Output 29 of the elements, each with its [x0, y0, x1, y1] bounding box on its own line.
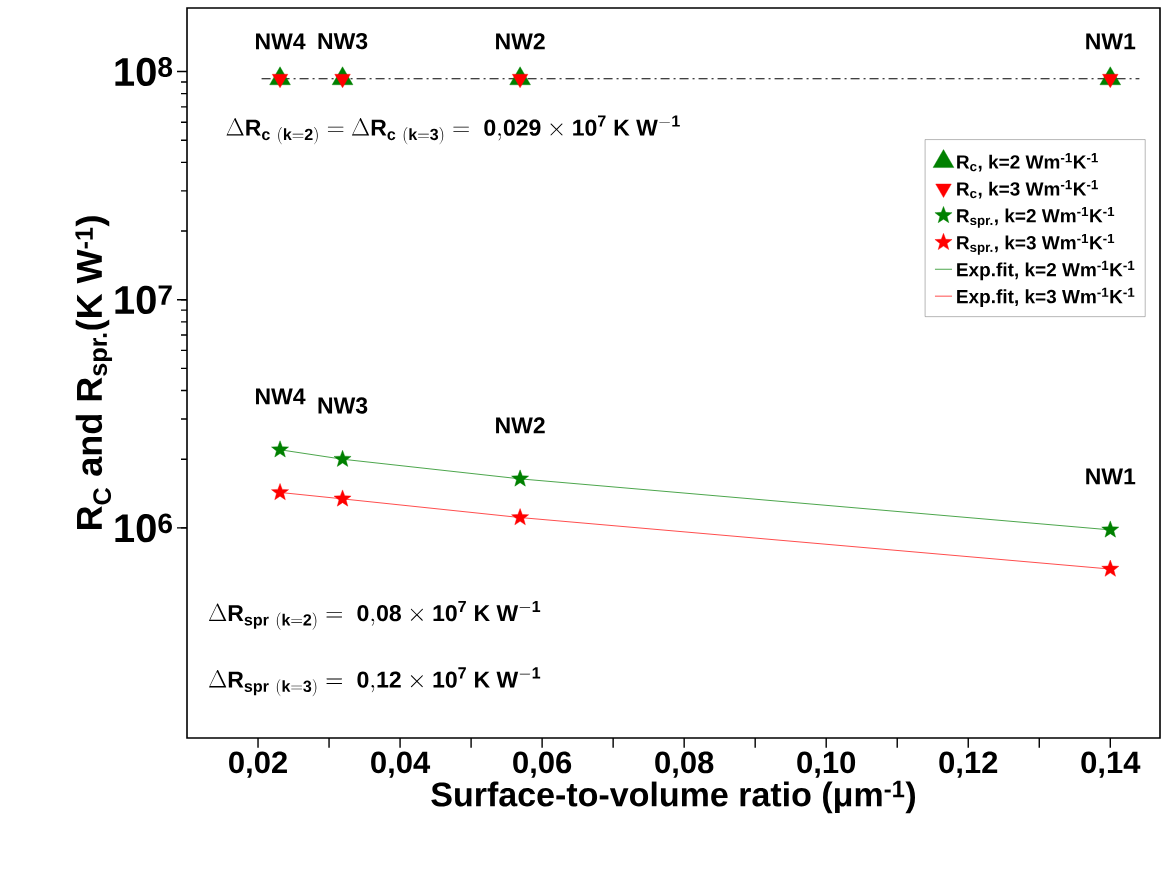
annotation: NW1: [1086, 33, 1136, 50]
annotation: NW1: [1086, 468, 1136, 485]
x-tick-label: 0,04: [371, 751, 431, 778]
annotation: $\Delta \mathbf{R_{spr\ (k=2)}=\ 0{,}08}\times\mathbf{10^{7}\ K\ W^{-1}}$: [208, 600, 541, 630]
legend-label: R$_{c}$, k=2 Wm$^{-1}$K$^{-1}$: [957, 153, 1098, 172]
x-tick-label: 0,14: [1081, 751, 1141, 778]
x-tick-label: 0,10: [797, 751, 856, 778]
y-axis-title: R$_{C}$ and R$_{spr.}$(K W$^{-1}$): [75, 216, 113, 529]
annotation: NW3: [318, 397, 368, 414]
legend-label: Exp.fit, k=2 Wm$^{-1}$K$^{-1}$: [957, 260, 1135, 281]
x-axis-title: Surface-to-volume ratio (μm$^{-1}$): [431, 780, 916, 814]
legend-label: R$_{c}$, k=3 Wm$^{-1}$K$^{-1}$: [957, 180, 1098, 199]
legend-label: Exp.fit, k=3 Wm$^{-1}$K$^{-1}$: [957, 287, 1135, 308]
annotation: $\Delta \mathbf{R_{c\ (k=2)}=}\ \Delta \mathbf{R_{c\ (k=3)}=\ 0{,}029}\times\mathbf{10^{7}\ K\ W^{-1}}$: [226, 115, 680, 145]
annotation: NW4: [256, 33, 306, 50]
y-tick-label: 10$^{6}$: [115, 513, 172, 543]
annotation: NW2: [496, 417, 545, 434]
annotation: NW3: [318, 32, 368, 50]
x-tick-label: 0,02: [229, 751, 287, 778]
annotation: NW4: [256, 388, 306, 405]
x-tick-label: 0,12: [939, 751, 998, 778]
legend-label: R$_{spr.}$, k=2 Wm$^{-1}$K$^{-1}$: [957, 206, 1115, 228]
annotation: NW2: [496, 33, 545, 50]
legend-label: R$_{spr.}$, k=3 Wm$^{-1}$K$^{-1}$: [957, 233, 1115, 255]
y-tick-label: 10$^{8}$: [115, 57, 173, 87]
x-tick-label: 0,08: [655, 751, 714, 778]
annotation: $\Delta \mathbf{R_{spr\ (k=3)}=\ 0{,}12}\times\mathbf{10^{7}\ K\ W^{-1}}$: [208, 667, 541, 697]
y-tick-label: 10$^{7}$: [115, 285, 172, 315]
x-tick-label: 0,06: [513, 751, 572, 778]
